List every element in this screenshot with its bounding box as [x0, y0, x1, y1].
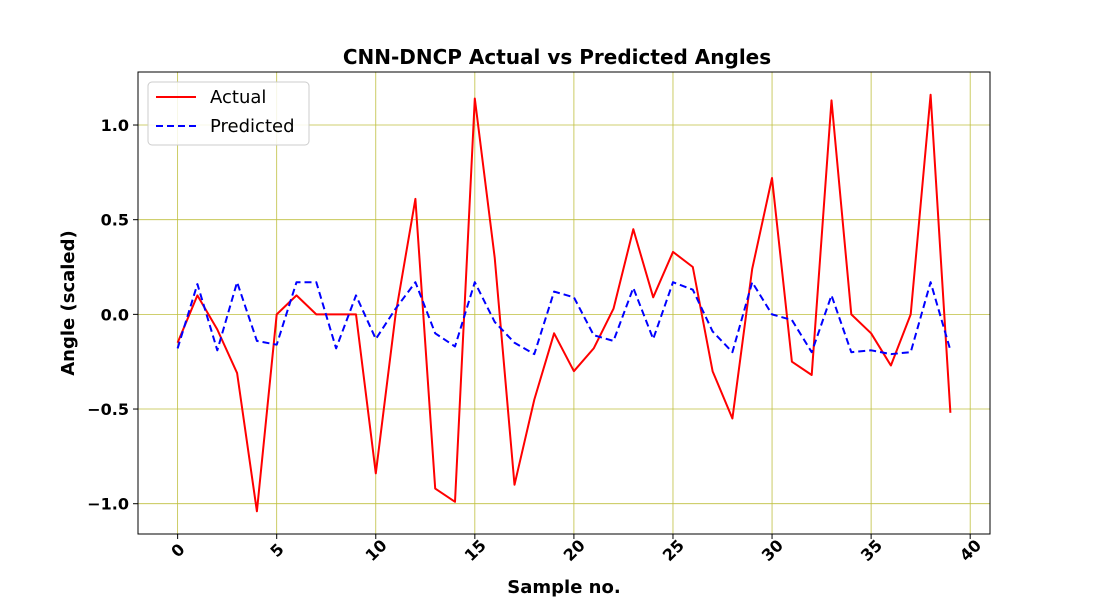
x-tick-label: 10: [362, 536, 391, 565]
series-line-predicted: [176, 281, 952, 356]
legend-label-predicted: Predicted: [210, 116, 295, 137]
x-tick-label: 25: [659, 536, 688, 565]
x-tick-label: 5: [266, 540, 287, 561]
x-tick-label: 30: [758, 536, 787, 565]
y-axis-label: Angle (scaled): [58, 230, 79, 376]
plot-frame: [137, 71, 991, 535]
series-line-actual: [176, 93, 952, 513]
x-axis: 0 5 10 15 20 25 30 35 40: [167, 534, 985, 565]
x-tick-label: 15: [461, 536, 490, 565]
x-tick-label: 0: [167, 540, 188, 561]
x-tick-label: 20: [560, 536, 589, 565]
legend: Actual Predicted: [147, 81, 310, 146]
x-tick-label: 35: [857, 536, 886, 565]
chart-title: CNN-DNCP Actual vs Predicted Angles: [343, 45, 771, 69]
y-tick-label: −1.0: [87, 495, 129, 514]
x-axis-label: Sample no.: [507, 577, 620, 598]
x-tick-label: 40: [956, 536, 985, 565]
y-tick-label: −0.5: [87, 400, 129, 419]
y-tick-label: 0.5: [101, 211, 129, 230]
y-tick-label: 1.0: [101, 116, 129, 135]
y-tick-label: 0.0: [101, 305, 129, 324]
grid: [138, 72, 990, 534]
legend-label-actual: Actual: [210, 87, 266, 108]
y-axis: 1.0 0.5 0.0 −0.5 −1.0: [87, 116, 138, 514]
series-layer: [176, 93, 952, 513]
